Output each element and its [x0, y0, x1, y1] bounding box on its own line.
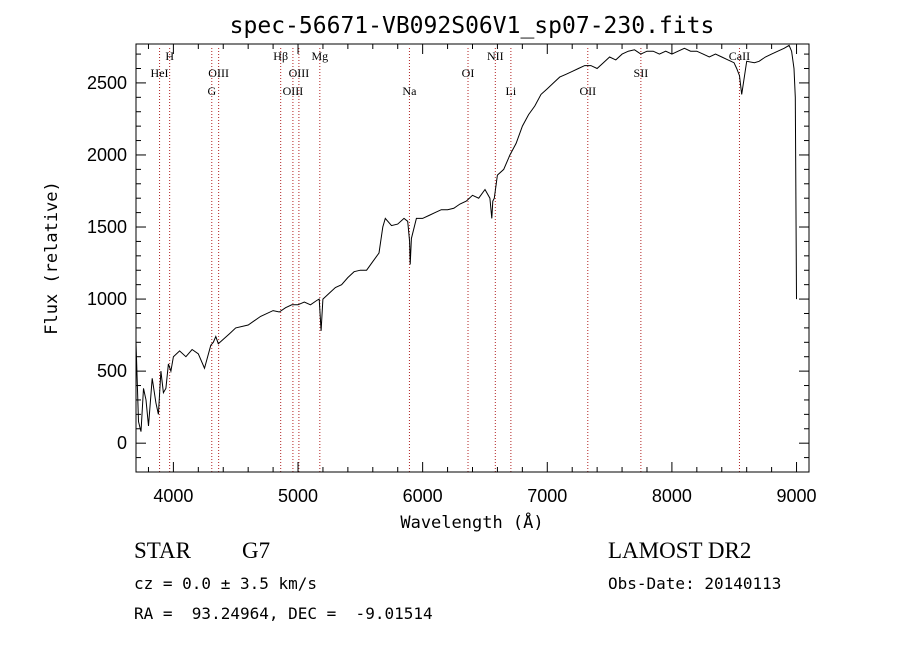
object-class: STAR	[134, 538, 191, 563]
plot-frame	[135, 43, 810, 473]
spectrum-series	[135, 44, 797, 432]
x-tick-label: 8000	[652, 486, 692, 506]
x-tick-label: 9000	[777, 486, 817, 506]
y-tick-label: 2500	[87, 73, 127, 93]
x-axis-ticks: 4000 5000 6000 7000 8000 9000	[147, 44, 817, 506]
emission-line-label-12: OII	[579, 84, 596, 98]
emission-line-label-11: Li	[506, 84, 517, 98]
emission-line-label-6: OIII	[289, 66, 310, 80]
redshift-text: cz = 0.0 ± 3.5 km/s	[134, 574, 318, 593]
emission-line-label-9: OI	[462, 66, 475, 80]
emission-line-label-2: G	[207, 84, 216, 98]
y-axis-ticks: 0 500 1000 1500 2000 2500	[87, 53, 809, 459]
emission-line-label-4: Hβ	[273, 49, 288, 63]
emission-line-label-3: OIII	[208, 66, 229, 80]
obs-date-text: Obs-Date: 20140113	[608, 574, 782, 593]
x-tick-label: 5000	[278, 486, 318, 506]
y-tick-label: 1500	[87, 217, 127, 237]
coordinates-text: RA = 93.24964, DEC = -9.01514	[134, 604, 433, 623]
y-axis-label: Flux (relative)	[42, 181, 62, 335]
y-tick-label: 1000	[87, 289, 127, 309]
emission-line-label-10: NII	[487, 49, 504, 63]
y-tick-label: 500	[97, 361, 127, 381]
x-axis-label: Wavelength (Å)	[400, 511, 543, 533]
emission-line-label-8: Na	[402, 84, 417, 98]
emission-line-label-7: Mg	[311, 49, 328, 63]
x-tick-label: 7000	[527, 486, 567, 506]
emission-line-label-13: SII	[634, 66, 649, 80]
emission-line-label-14: CaII	[729, 49, 750, 63]
chart-title: spec-56671-VB092S06V1_sp07-230.fits	[230, 13, 715, 39]
survey-name: LAMOST DR2	[608, 538, 752, 563]
spectrum-line-0	[135, 44, 797, 432]
x-tick-label: 6000	[403, 486, 443, 506]
y-tick-label: 0	[117, 433, 127, 453]
emission-line-label-0: HeI	[151, 66, 169, 80]
y-tick-label: 2000	[87, 145, 127, 165]
emission-line-label-1: H	[165, 49, 174, 63]
x-tick-label: 4000	[153, 486, 193, 506]
emission-line-label-5: OIII	[283, 84, 304, 98]
spectral-subclass: G7	[242, 538, 271, 563]
